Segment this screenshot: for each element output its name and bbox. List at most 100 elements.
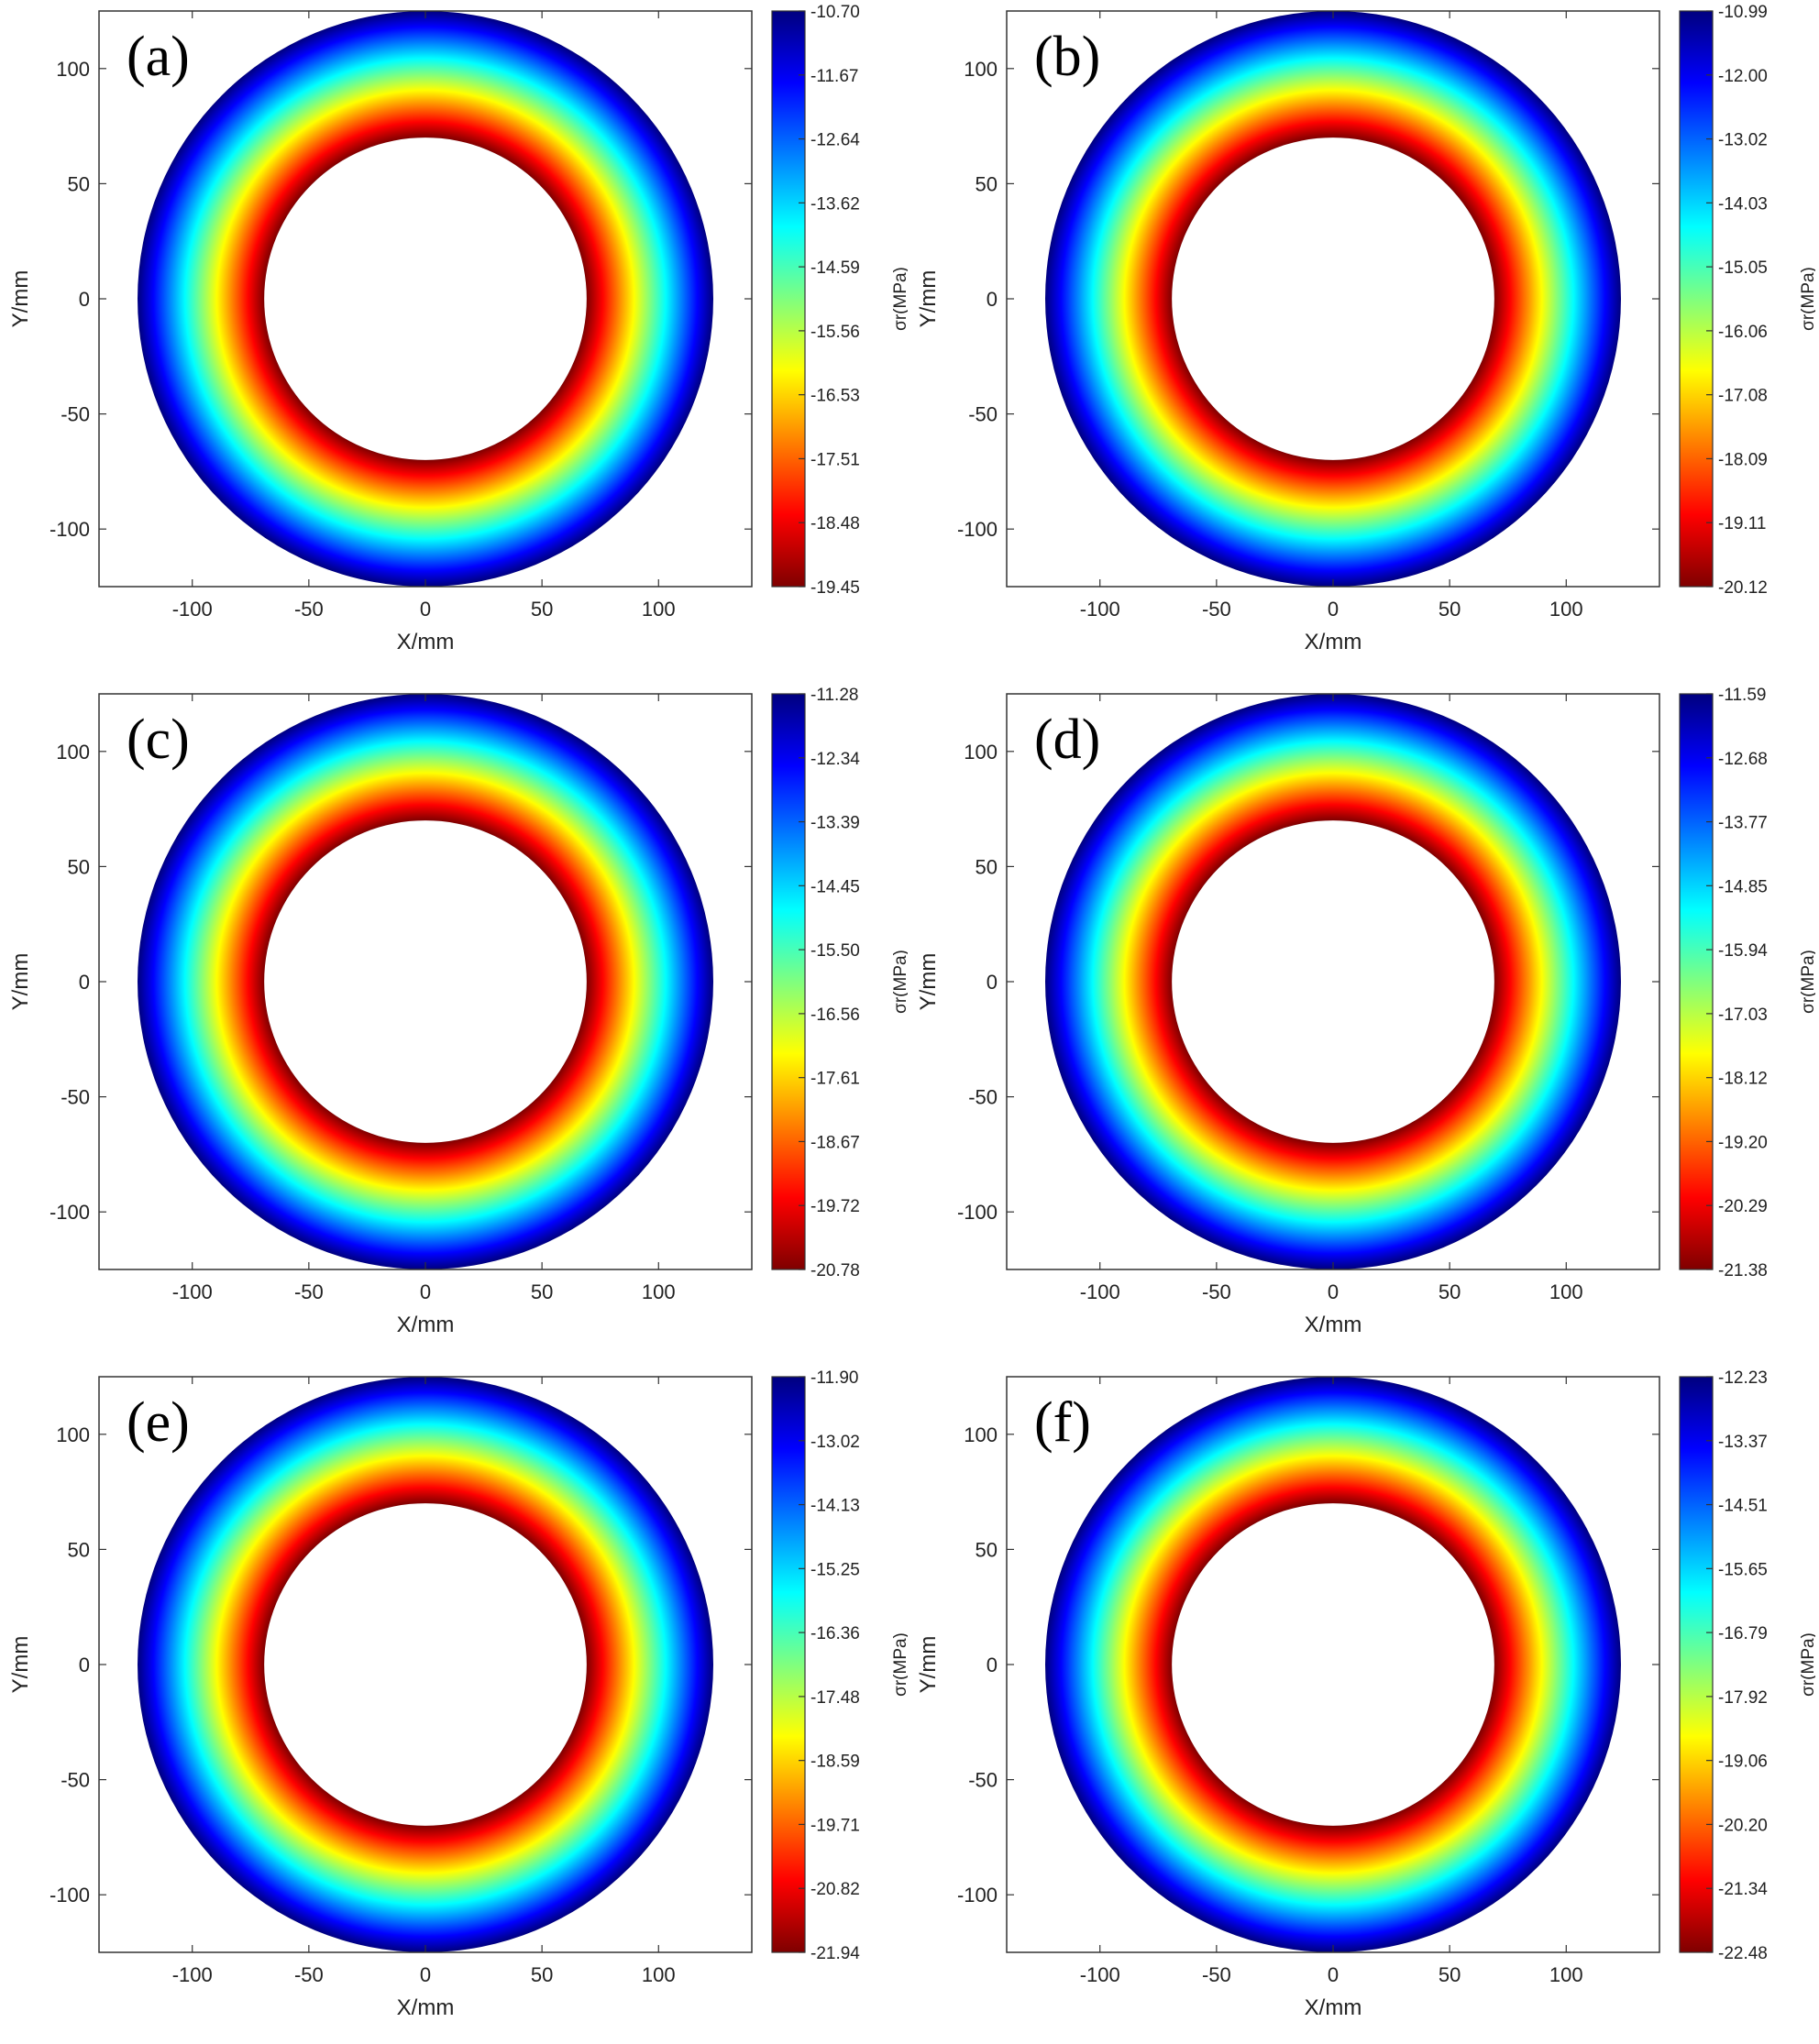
y-tick-label: -100 xyxy=(50,1884,90,1907)
colorbar-tick-label: -13.77 xyxy=(1718,814,1768,833)
colorbar-tick-label: -16.56 xyxy=(810,1006,860,1025)
colorbar-tick-label: -22.48 xyxy=(1718,1944,1768,1963)
panel-label: (a) xyxy=(127,26,190,88)
y-tick-label: -100 xyxy=(50,1201,90,1224)
y-tick-label: 50 xyxy=(68,1538,90,1561)
colorbar-tick-label: -14.85 xyxy=(1718,877,1768,896)
colorbar-tick-label: -20.12 xyxy=(1718,578,1768,598)
colorbar-tick-label: -12.00 xyxy=(1718,67,1768,86)
x-tick-label: 0 xyxy=(420,1963,431,1986)
colorbar-tick-label: -16.06 xyxy=(1718,323,1768,342)
colorbar-tick-label: -20.82 xyxy=(810,1880,860,1899)
y-tick-label: -100 xyxy=(50,518,90,541)
colorbar-tick-label: -17.48 xyxy=(810,1688,860,1708)
x-tick-label: 50 xyxy=(1439,1963,1461,1986)
colorbar-tick-label: -10.70 xyxy=(810,3,860,22)
colorbar-title: σr(MPa) xyxy=(891,267,908,331)
y-tick-label: -50 xyxy=(61,1769,90,1792)
colorbar-tick-label: -19.72 xyxy=(810,1197,860,1216)
colorbar-tick-label: -18.59 xyxy=(810,1753,860,1772)
colorbar-tick-label: -18.12 xyxy=(1718,1070,1768,1089)
y-tick-label: 100 xyxy=(56,1423,90,1446)
colorbar-tick-label: -20.29 xyxy=(1718,1197,1768,1216)
y-axis-label: Y/mm xyxy=(8,1636,33,1694)
colorbar-title: σr(MPa) xyxy=(891,950,908,1014)
colorbar-tick-label: -14.51 xyxy=(1718,1497,1768,1516)
y-tick-label: 0 xyxy=(987,288,998,311)
colorbar-tick-label: -14.45 xyxy=(810,877,860,896)
colorbar-tick-label: -16.53 xyxy=(810,387,860,406)
stress-panel-f: -100 -50 0 50 100 100 50 0 -50 -100 X/mm Y/mm (f) -12… xyxy=(916,1368,1815,2020)
stress-panel-b: -100 -50 0 50 100 100 50 0 -50 -100 X/mm Y/mm (b) -10… xyxy=(916,3,1815,654)
stress-annulus xyxy=(1045,694,1621,1269)
x-axis-label: X/mm xyxy=(397,1313,455,1337)
x-tick-label: -50 xyxy=(294,1280,324,1303)
colorbar-tick-label: -18.48 xyxy=(810,514,860,533)
x-tick-label: 50 xyxy=(1439,1280,1461,1303)
panel-label: (f) xyxy=(1034,1391,1091,1454)
colorbar-tick-label: -18.09 xyxy=(1718,450,1768,469)
x-tick-label: -100 xyxy=(1080,1963,1120,1986)
colorbar-tick-label: -11.59 xyxy=(1718,686,1766,705)
colorbar-tick-label: -15.94 xyxy=(1718,941,1768,961)
x-tick-label: 100 xyxy=(1549,1280,1583,1303)
colorbar-tick-label: -20.78 xyxy=(810,1261,860,1280)
x-axis-label: X/mm xyxy=(1305,1313,1362,1337)
panel-label: (c) xyxy=(127,709,190,771)
colorbar-tick-label: -19.71 xyxy=(810,1816,860,1835)
colorbar-tick-label: -10.99 xyxy=(1718,3,1768,22)
x-tick-label: -100 xyxy=(172,598,213,621)
x-tick-label: 50 xyxy=(531,598,553,621)
y-tick-label: 0 xyxy=(79,288,90,311)
x-tick-label: -50 xyxy=(294,1963,324,1986)
colorbar-tick-label: -16.36 xyxy=(810,1624,860,1643)
y-tick-label: -50 xyxy=(968,403,998,426)
colorbar-tick-label: -15.65 xyxy=(1718,1560,1768,1579)
x-tick-label: 100 xyxy=(642,1280,676,1303)
colorbar-tick-label: -15.05 xyxy=(1718,258,1768,278)
y-tick-label: -50 xyxy=(61,403,90,426)
colorbar-title: σr(MPa) xyxy=(1799,267,1815,331)
colorbar-tick-label: -15.56 xyxy=(810,323,860,342)
x-tick-label: 100 xyxy=(642,598,676,621)
y-tick-label: 0 xyxy=(987,1654,998,1676)
y-tick-label: -100 xyxy=(957,1201,998,1224)
x-tick-label: 0 xyxy=(420,598,431,621)
colorbar-tick-label: -15.50 xyxy=(810,941,860,961)
colorbar-tick-label: -16.79 xyxy=(1718,1624,1768,1643)
y-tick-label: 50 xyxy=(976,855,998,878)
colorbar-tick-label: -19.20 xyxy=(1718,1133,1768,1152)
colorbar-tick-label: -17.08 xyxy=(1718,387,1768,406)
stress-panel-a: -100 -50 0 50 100 100 50 0 -50 -100 X/mm Y/mm (a) -10… xyxy=(8,3,908,654)
colorbar-tick-label: -21.34 xyxy=(1718,1880,1768,1899)
stress-panel-e: -100 -50 0 50 100 100 50 0 -50 -100 X/mm Y/mm (e) -11… xyxy=(8,1368,908,2020)
colorbar-tick-label: -11.67 xyxy=(810,67,858,86)
y-tick-label: 100 xyxy=(56,58,90,81)
y-tick-label: 0 xyxy=(79,971,90,994)
panel-label: (e) xyxy=(127,1391,190,1454)
stress-annulus xyxy=(138,694,713,1269)
x-tick-label: 50 xyxy=(531,1280,553,1303)
panel-label: (b) xyxy=(1034,26,1100,88)
y-axis-label: Y/mm xyxy=(8,953,33,1011)
colorbar-tick-label: -13.02 xyxy=(810,1433,860,1452)
x-tick-label: 0 xyxy=(1328,598,1339,621)
colorbar-tick-label: -15.25 xyxy=(810,1560,860,1579)
panel-label: (d) xyxy=(1034,709,1100,771)
colorbar-tick-label: -13.39 xyxy=(810,814,860,833)
y-tick-label: 100 xyxy=(964,1423,998,1446)
colorbar-tick-label: -13.02 xyxy=(1718,131,1768,150)
colorbar-title: σr(MPa) xyxy=(1799,950,1815,1014)
x-axis-label: X/mm xyxy=(1305,630,1362,654)
colorbar-tick-label: -17.92 xyxy=(1718,1688,1768,1708)
y-tick-label: -100 xyxy=(957,518,998,541)
x-tick-label: 100 xyxy=(1549,1963,1583,1986)
colorbar-tick-label: -19.45 xyxy=(810,578,860,598)
colorbar-tick-label: -13.62 xyxy=(810,194,860,214)
x-tick-label: -50 xyxy=(1202,1963,1231,1986)
colorbar-tick-label: -14.59 xyxy=(810,258,860,278)
x-tick-label: -50 xyxy=(1202,598,1231,621)
x-tick-label: -100 xyxy=(172,1280,213,1303)
y-tick-label: 0 xyxy=(79,1654,90,1676)
